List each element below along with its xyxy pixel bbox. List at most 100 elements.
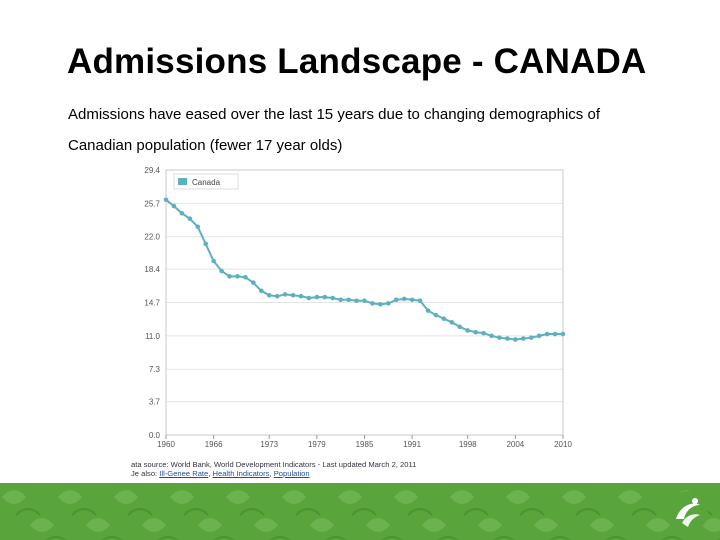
footer-leaf-shape bbox=[562, 490, 586, 504]
footer-leaf-shape bbox=[338, 490, 362, 504]
footer-swirl-shape bbox=[15, 508, 41, 516]
footer-leaf-shape bbox=[282, 490, 306, 504]
data-point bbox=[330, 295, 336, 301]
footer-leaf-shape bbox=[114, 490, 138, 504]
slide-title: Admissions Landscape - CANADA bbox=[67, 42, 647, 81]
data-point bbox=[258, 288, 264, 294]
series-points-canada bbox=[163, 197, 566, 342]
footer-leaf-shape bbox=[170, 490, 194, 504]
data-point bbox=[552, 331, 558, 337]
data-point bbox=[306, 295, 312, 301]
data-point bbox=[505, 336, 510, 341]
data-point bbox=[362, 298, 367, 303]
x-tick-label: 1998 bbox=[459, 440, 477, 449]
footer-leaf-pattern bbox=[2, 490, 720, 540]
footer-leaf-shape bbox=[422, 518, 446, 532]
data-point bbox=[513, 337, 518, 342]
legend-box bbox=[173, 173, 239, 190]
data-point bbox=[425, 308, 431, 313]
footer-leaf-shape bbox=[226, 490, 250, 504]
data-point bbox=[171, 203, 177, 209]
data-point bbox=[266, 292, 272, 298]
footer-swirl-shape bbox=[295, 508, 321, 516]
y-tick-label: 29.4 bbox=[144, 166, 160, 175]
source-link-population[interactable]: Population bbox=[273, 469, 310, 478]
slide-body-text: Admissions have eased over the last 15 y… bbox=[68, 99, 678, 161]
x-tick-label: 1966 bbox=[205, 440, 223, 449]
footer-leaf-shape bbox=[590, 518, 614, 532]
legend-swatch-canada bbox=[178, 178, 187, 185]
footer-leaf-shape bbox=[646, 518, 670, 532]
data-point bbox=[322, 294, 328, 300]
footer-leaf-shape bbox=[198, 518, 222, 532]
data-point bbox=[481, 330, 486, 336]
data-point bbox=[187, 216, 193, 221]
data-point bbox=[211, 258, 216, 264]
data-point bbox=[378, 302, 383, 307]
footer-swirl-shape bbox=[549, 536, 571, 540]
source-link-fertility[interactable]: Ill-Genee Rate bbox=[159, 469, 209, 478]
data-point bbox=[489, 333, 494, 339]
data-point bbox=[521, 336, 526, 341]
data-point bbox=[417, 298, 423, 303]
footer-leaf-shape bbox=[254, 518, 278, 532]
footer-swirl-shape bbox=[381, 536, 403, 540]
data-point bbox=[251, 280, 256, 285]
data-point bbox=[393, 297, 399, 303]
x-tick-label: 1979 bbox=[308, 440, 326, 449]
footer-pattern-band bbox=[0, 483, 720, 540]
footer-swirl-shape bbox=[269, 536, 291, 540]
body-line-2: Canadian population (fewer 17 year olds) bbox=[68, 137, 343, 154]
y-tick-label: 25.7 bbox=[144, 199, 160, 208]
data-point bbox=[163, 197, 169, 203]
data-point bbox=[497, 335, 502, 340]
footer-leaf-shape bbox=[702, 518, 720, 532]
data-point bbox=[409, 297, 415, 303]
x-tick-label: 1985 bbox=[356, 440, 374, 449]
footer-swirl-shape bbox=[519, 508, 545, 516]
data-point bbox=[386, 301, 391, 306]
footer-swirl-shape bbox=[493, 536, 515, 540]
data-point bbox=[433, 312, 439, 318]
data-point bbox=[235, 274, 240, 279]
data-point bbox=[179, 210, 185, 216]
y-axis-ticks: 0.0 3.7 7.3 11.0 14.7 18.4 22.0 25.7 29.4 bbox=[144, 166, 160, 440]
chart-legend: Canada bbox=[173, 173, 239, 190]
data-point bbox=[473, 329, 478, 335]
data-point bbox=[441, 316, 447, 322]
footer-leaf-shape bbox=[534, 518, 558, 532]
y-tick-label: 0.0 bbox=[149, 431, 161, 440]
footer-leaf-shape bbox=[2, 490, 26, 504]
source-link-health[interactable]: Health Indicators bbox=[212, 469, 270, 478]
y-tick-label: 18.4 bbox=[144, 265, 160, 274]
footer-leaf-shape bbox=[450, 490, 474, 504]
y-tick-label: 14.7 bbox=[144, 299, 160, 308]
footer-swirl-shape bbox=[45, 536, 67, 540]
data-point bbox=[314, 294, 320, 300]
x-axis-ticks: 1960 1966 1973 1979 1985 1991 1998 2004 2010 bbox=[157, 435, 572, 449]
legend-label-canada: Canada bbox=[192, 178, 221, 187]
footer-swirl-shape bbox=[437, 536, 459, 540]
data-point bbox=[338, 297, 343, 303]
footer-swirl-shape bbox=[661, 536, 683, 540]
y-tick-label: 22.0 bbox=[144, 233, 160, 242]
body-line-1: Admissions have eased over the last 15 y… bbox=[68, 106, 600, 123]
y-tick-label: 11.0 bbox=[145, 332, 161, 341]
footer-swirl-shape bbox=[71, 508, 97, 516]
footer-leaf-shape bbox=[142, 518, 166, 532]
footer-swirl-shape bbox=[183, 508, 209, 516]
data-point bbox=[528, 335, 534, 340]
footer-swirl-shape bbox=[407, 508, 433, 516]
data-source-note: ata source: World Bank, World Developmen… bbox=[131, 460, 511, 478]
data-point bbox=[354, 298, 359, 303]
data-point bbox=[346, 297, 351, 303]
x-tick-label: 1973 bbox=[260, 440, 278, 449]
footer-swirl-shape bbox=[575, 508, 601, 516]
footer-leaf-shape bbox=[310, 518, 334, 532]
footer-leaf-shape bbox=[366, 518, 390, 532]
data-point bbox=[536, 333, 542, 339]
footer-leaf-shape bbox=[86, 518, 110, 532]
data-point bbox=[401, 296, 407, 302]
footer-swirl-shape bbox=[351, 508, 377, 516]
